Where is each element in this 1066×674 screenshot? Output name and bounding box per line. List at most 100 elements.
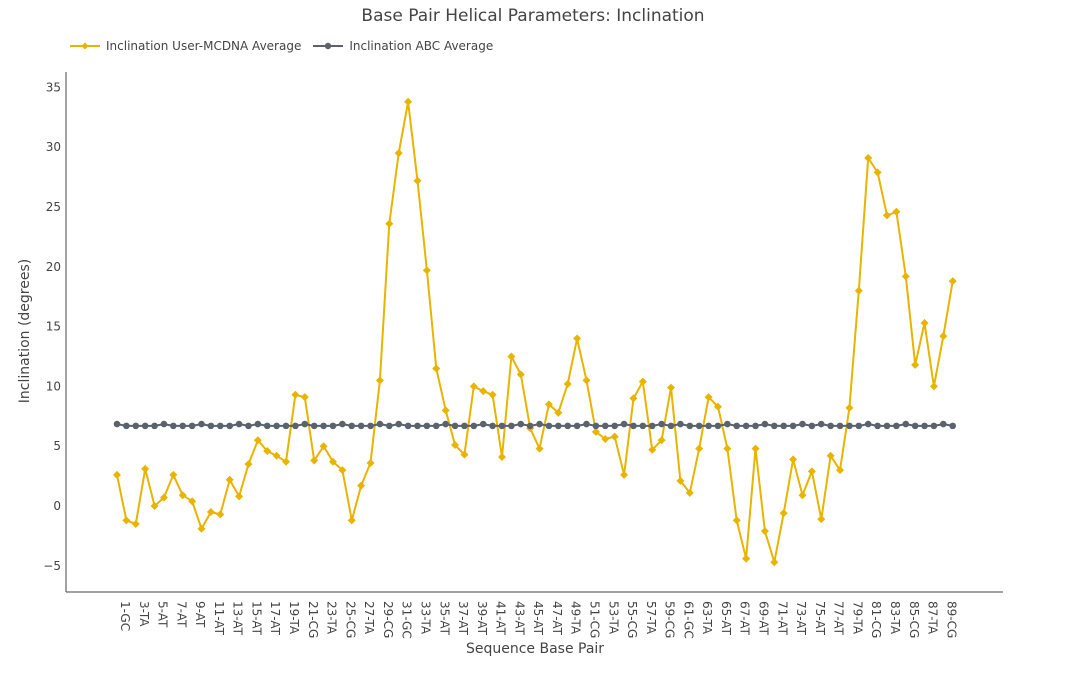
data-point-abc[interactable] [573,422,581,430]
data-point-user-mcdna[interactable] [817,515,826,524]
data-point-abc[interactable] [348,422,356,430]
data-point-user-mcdna[interactable] [911,360,920,369]
data-point-user-mcdna[interactable] [676,476,685,485]
data-point-abc[interactable] [188,422,196,430]
data-point-abc[interactable] [846,422,853,430]
data-point-user-mcdna[interactable] [789,455,798,464]
data-point-user-mcdna[interactable] [770,558,779,567]
data-point-user-mcdna[interactable] [282,457,291,466]
data-point-abc[interactable] [207,422,215,430]
data-point-user-mcdna[interactable] [798,491,807,500]
data-point-abc[interactable] [902,420,910,428]
data-point-abc[interactable] [216,422,224,430]
data-point-abc[interactable] [470,422,478,430]
data-point-user-mcdna[interactable] [235,492,244,501]
data-point-abc[interactable] [498,422,506,430]
data-point-user-mcdna[interactable] [845,403,854,412]
data-point-user-mcdna[interactable] [591,427,600,436]
data-point-user-mcdna[interactable] [404,97,413,106]
data-point-abc[interactable] [592,422,600,430]
data-point-user-mcdna[interactable] [544,400,553,409]
data-point-user-mcdna[interactable] [394,149,403,158]
data-point-user-mcdna[interactable] [779,509,788,518]
data-point-abc[interactable] [198,420,205,428]
data-point-abc[interactable] [601,422,609,430]
data-point-user-mcdna[interactable] [225,475,234,484]
data-point-abc[interactable] [611,422,618,430]
data-point-user-mcdna[interactable] [610,432,619,441]
data-point-abc[interactable] [545,422,553,430]
data-point-abc[interactable] [235,420,243,428]
data-point-abc[interactable] [508,422,515,430]
data-point-abc[interactable] [921,422,928,430]
data-point-user-mcdna[interactable] [920,319,929,328]
data-point-user-mcdna[interactable] [385,219,394,228]
data-point-user-mcdna[interactable] [263,446,272,455]
data-point-user-mcdna[interactable] [451,441,460,450]
data-point-user-mcdna[interactable] [216,510,225,519]
data-point-abc[interactable] [489,422,496,430]
data-point-abc[interactable] [160,420,168,428]
data-point-abc[interactable] [282,422,290,430]
data-point-abc[interactable] [836,422,844,430]
data-point-user-mcdna[interactable] [197,524,206,533]
legend-item-abc[interactable]: Inclination ABC Average [313,39,493,53]
data-point-user-mcdna[interactable] [742,554,751,563]
data-point-abc[interactable] [141,422,149,430]
data-point-user-mcdna[interactable] [357,481,366,490]
data-point-user-mcdna[interactable] [807,467,816,476]
data-point-user-mcdna[interactable] [667,383,676,392]
data-point-user-mcdna[interactable] [516,370,525,379]
data-point-abc[interactable] [620,420,628,428]
data-point-abc[interactable] [245,422,252,430]
data-point-user-mcdna[interactable] [723,444,732,453]
data-point-user-mcdna[interactable] [272,451,281,460]
data-point-abc[interactable] [639,422,647,430]
data-point-abc[interactable] [536,420,543,428]
data-point-abc[interactable] [799,420,806,428]
data-point-user-mcdna[interactable] [113,470,121,479]
data-point-abc[interactable] [517,420,525,428]
data-point-abc[interactable] [949,422,957,430]
data-point-user-mcdna[interactable] [554,408,563,417]
data-point-abc[interactable] [780,422,787,430]
data-point-abc[interactable] [817,420,825,428]
data-point-user-mcdna[interactable] [497,452,506,461]
data-point-user-mcdna[interactable] [347,516,356,525]
data-point-user-mcdna[interactable] [413,176,422,185]
data-point-abc[interactable] [254,420,262,428]
data-point-user-mcdna[interactable] [328,457,337,466]
data-point-user-mcdna[interactable] [244,460,253,469]
data-point-user-mcdna[interactable] [507,352,516,361]
data-point-user-mcdna[interactable] [535,444,544,453]
data-point-user-mcdna[interactable] [939,332,948,341]
data-point-user-mcdna[interactable] [836,466,845,475]
data-point-user-mcdna[interactable] [620,470,629,479]
data-point-user-mcdna[interactable] [657,436,666,445]
data-point-user-mcdna[interactable] [629,394,638,403]
data-point-user-mcdna[interactable] [150,502,159,510]
data-point-abc[interactable] [630,422,637,430]
data-point-abc[interactable] [357,422,365,430]
data-point-abc[interactable] [263,422,271,430]
data-point-user-mcdna[interactable] [582,376,591,385]
data-point-user-mcdna[interactable] [638,377,647,386]
data-point-user-mcdna[interactable] [188,497,197,506]
data-point-abc[interactable] [789,422,797,430]
data-point-user-mcdna[interactable] [338,466,347,475]
data-point-user-mcdna[interactable] [601,435,610,444]
data-point-abc[interactable] [752,422,759,430]
data-point-abc[interactable] [658,420,665,428]
data-point-abc[interactable] [461,422,468,430]
data-point-abc[interactable] [339,420,346,428]
data-point-user-mcdna[interactable] [854,286,863,295]
data-point-abc[interactable] [414,422,421,430]
data-point-abc[interactable] [367,422,374,430]
data-point-abc[interactable] [930,422,938,430]
data-point-user-mcdna[interactable] [695,444,704,453]
data-point-abc[interactable] [386,422,393,430]
data-point-abc[interactable] [695,422,703,430]
data-point-user-mcdna[interactable] [366,458,375,467]
data-point-user-mcdna[interactable] [310,456,319,465]
data-point-abc[interactable] [583,420,590,428]
